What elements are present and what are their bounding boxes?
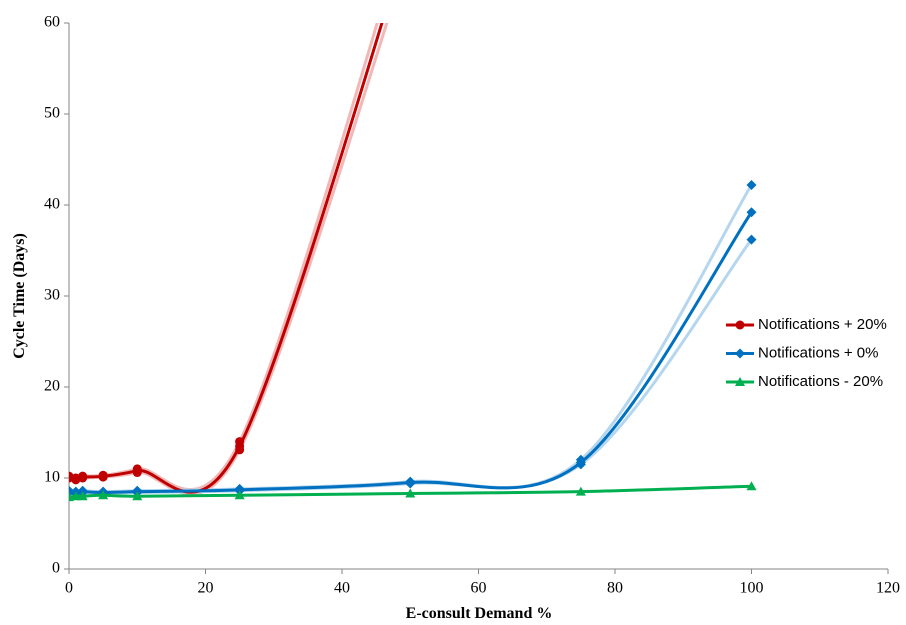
marker xyxy=(71,474,81,484)
marker xyxy=(98,471,108,481)
y-tick-label: 50 xyxy=(44,105,60,122)
marker xyxy=(746,179,757,190)
x-tick-label: 0 xyxy=(65,580,73,597)
legend-label: Notifications + 0% xyxy=(758,344,878,361)
marker xyxy=(98,490,109,500)
marker xyxy=(405,477,416,488)
marker xyxy=(77,491,88,501)
series-line xyxy=(69,211,753,495)
marker xyxy=(746,207,757,218)
x-tick-label: 120 xyxy=(876,580,900,597)
marker xyxy=(575,457,586,468)
x-tick-label: 20 xyxy=(198,580,214,597)
marker xyxy=(234,490,245,500)
band-line xyxy=(69,23,379,492)
y-tick-label: 0 xyxy=(52,560,60,577)
marker xyxy=(746,481,757,491)
x-axis-title: E-consult Demand % xyxy=(406,605,553,622)
y-tick-label: 10 xyxy=(44,469,60,486)
marker xyxy=(234,484,245,495)
band-line xyxy=(69,23,389,496)
marker xyxy=(405,488,416,498)
marker xyxy=(78,472,88,482)
x-tick-label: 100 xyxy=(740,580,764,597)
legend-label: Notifications - 20% xyxy=(758,373,883,390)
marker xyxy=(70,491,81,501)
marker xyxy=(746,234,757,245)
y-tick-label: 40 xyxy=(44,196,60,213)
y-tick-label: 60 xyxy=(44,14,60,31)
marker xyxy=(69,486,74,497)
x-tick-label: 80 xyxy=(607,580,623,597)
marker xyxy=(132,466,142,476)
marker xyxy=(132,491,143,501)
x-tick-label: 60 xyxy=(471,580,487,597)
legend-marker xyxy=(735,348,745,359)
marker xyxy=(575,486,586,496)
y-tick-label: 30 xyxy=(44,287,60,304)
y-tick-label: 20 xyxy=(44,378,60,395)
x-tick-label: 40 xyxy=(334,580,350,597)
legend-label: Notifications + 20% xyxy=(758,316,887,333)
y-axis-title: Cycle Time (Days) xyxy=(11,233,28,359)
marker xyxy=(235,441,245,451)
legend-marker xyxy=(735,377,745,386)
legend-marker xyxy=(735,320,745,330)
series-line xyxy=(69,23,384,494)
band-line xyxy=(69,184,753,494)
